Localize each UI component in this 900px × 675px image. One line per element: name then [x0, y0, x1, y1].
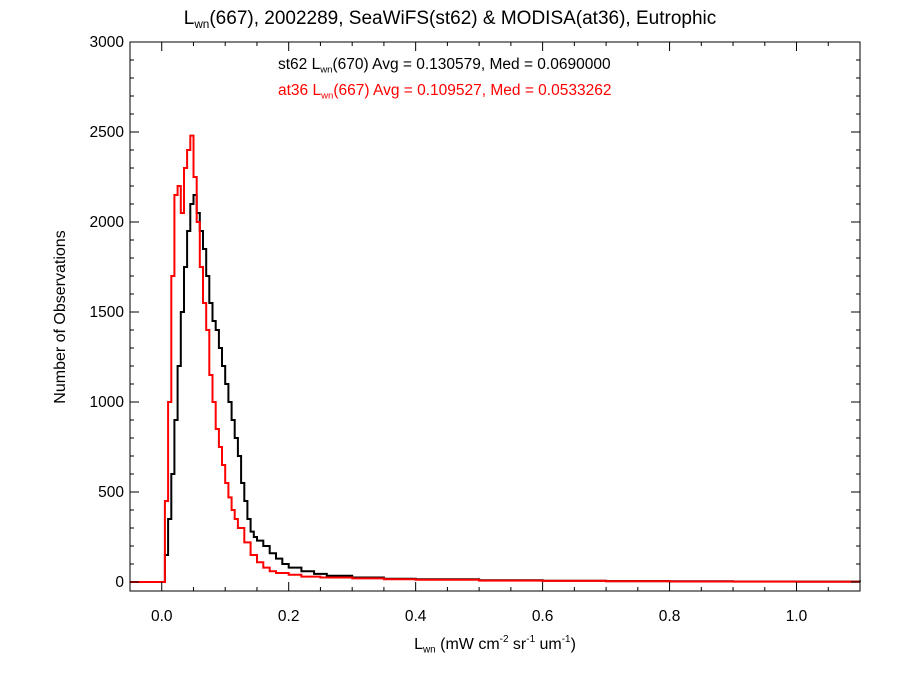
- annotation-at36-prefix: at36 L: [278, 82, 322, 99]
- annotation-at36: at36 Lwn(667) Avg = 0.109527, Med = 0.05…: [278, 82, 611, 101]
- annotation-st62: st62 Lwn(670) Avg = 0.130579, Med = 0.06…: [278, 56, 611, 75]
- y-tick-label-3: 1500: [90, 304, 125, 321]
- annotation-st62-sub: wn: [320, 64, 333, 76]
- x-tick-label-0: 0.0: [151, 608, 173, 625]
- x-label-base: L: [414, 635, 424, 653]
- y-tick-label-1: 500: [98, 484, 124, 501]
- y-tick-label-6: 3000: [90, 34, 125, 51]
- x-tick-label-5: 1.0: [786, 608, 808, 625]
- title-sub: wn: [194, 18, 210, 32]
- x-label-part3: um: [535, 635, 562, 653]
- plot-frame: [129, 41, 861, 592]
- y-tick-label-5: 2500: [90, 124, 125, 141]
- title-base: L: [183, 8, 195, 29]
- x-label-sub: wn: [423, 644, 436, 656]
- x-label-part4: ): [570, 635, 576, 653]
- annotation-at36-rest: (667) Avg = 0.109527, Med = 0.0533262: [333, 82, 612, 99]
- chart-title: Lwn(667), 2002289, SeaWiFS(st62) & MODIS…: [0, 8, 900, 31]
- title-rest: (667), 2002289, SeaWiFS(st62) & MODISA(a…: [209, 8, 717, 29]
- annotation-at36-sub: wn: [321, 90, 334, 102]
- x-axis-label: Lwn (mW cm-2 sr-1 um-1): [130, 634, 860, 655]
- series-line-st62: [130, 194, 861, 583]
- y-tick-label-4: 2000: [90, 214, 125, 231]
- annotation-st62-rest: (670) Avg = 0.130579, Med = 0.0690000: [332, 56, 611, 73]
- x-label-part1: (mW cm: [435, 635, 500, 653]
- x-tick-label-2: 0.4: [405, 608, 427, 625]
- x-label-part2: sr: [508, 635, 527, 653]
- series-layer: [130, 134, 861, 583]
- x-tick-label-4: 0.8: [659, 608, 681, 625]
- x-label-sup1: -2: [499, 634, 509, 645]
- annotation-st62-prefix: st62 L: [278, 56, 321, 73]
- x-tick-label-3: 0.6: [532, 608, 554, 625]
- axis-layer: 0.0 0.2 0.4 0.6 0.8 1.0 0 500 1000 1500 2000 2500 30…: [90, 34, 861, 625]
- x-tick-label-1: 0.2: [278, 608, 300, 625]
- y-tick-label-2: 1000: [90, 394, 125, 411]
- series-line-at36: [130, 134, 860, 583]
- x-label-sup3: -1: [561, 634, 571, 645]
- y-tick-label-0: 0: [115, 574, 124, 591]
- x-label-sup2: -1: [526, 634, 536, 645]
